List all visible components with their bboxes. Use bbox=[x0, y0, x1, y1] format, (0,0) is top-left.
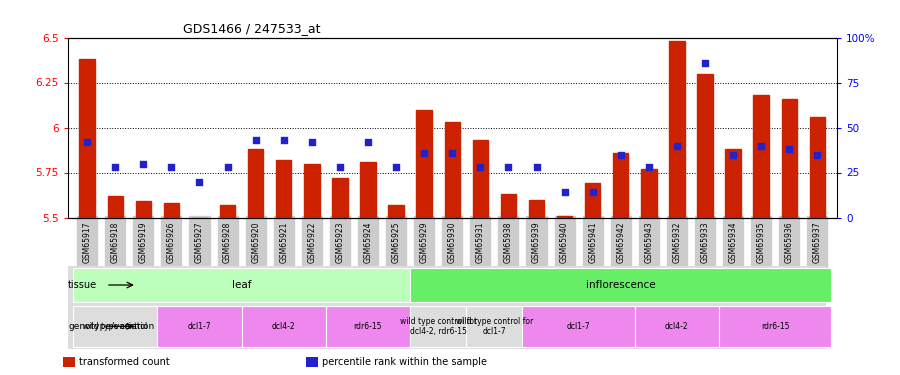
Text: GDS1466 / 247533_at: GDS1466 / 247533_at bbox=[183, 22, 320, 35]
Bar bbox=[63, 357, 75, 367]
Point bbox=[304, 139, 319, 145]
Point bbox=[446, 150, 460, 156]
Point bbox=[529, 164, 544, 170]
Bar bbox=[276, 160, 292, 218]
Bar bbox=[445, 122, 460, 218]
Bar bbox=[613, 153, 628, 218]
Bar bbox=[753, 95, 769, 218]
Point bbox=[698, 60, 712, 66]
Text: percentile rank within the sample: percentile rank within the sample bbox=[322, 357, 487, 367]
Point bbox=[136, 160, 150, 166]
Text: genotype/variation: genotype/variation bbox=[68, 322, 154, 331]
Text: wild type control: wild type control bbox=[83, 322, 148, 331]
Point bbox=[361, 139, 375, 145]
Text: inflorescence: inflorescence bbox=[586, 280, 655, 290]
Point bbox=[473, 164, 488, 170]
Point bbox=[670, 142, 684, 148]
Bar bbox=[585, 183, 600, 218]
Point bbox=[389, 164, 403, 170]
Bar bbox=[164, 203, 179, 217]
Point bbox=[810, 152, 824, 157]
Bar bbox=[410, 268, 832, 302]
Bar bbox=[306, 357, 318, 367]
Point bbox=[586, 189, 600, 195]
Bar bbox=[107, 196, 123, 217]
Bar bbox=[241, 306, 326, 347]
Point bbox=[276, 137, 291, 143]
Point bbox=[248, 137, 263, 143]
Bar bbox=[698, 74, 713, 217]
Text: wild type control for
dcl4-2, rdr6-15: wild type control for dcl4-2, rdr6-15 bbox=[400, 316, 477, 336]
Bar bbox=[360, 162, 375, 218]
Text: rdr6-15: rdr6-15 bbox=[354, 322, 382, 331]
Text: dcl4-2: dcl4-2 bbox=[272, 322, 295, 331]
Text: wild type control for
dcl1-7: wild type control for dcl1-7 bbox=[455, 316, 533, 336]
Bar bbox=[641, 169, 657, 217]
Bar bbox=[529, 200, 544, 217]
Point bbox=[220, 164, 235, 170]
Point bbox=[333, 164, 347, 170]
Bar bbox=[670, 41, 685, 218]
Bar bbox=[410, 306, 466, 347]
Point bbox=[754, 142, 769, 148]
Text: transformed count: transformed count bbox=[79, 357, 170, 367]
Text: rdr6-15: rdr6-15 bbox=[761, 322, 789, 331]
Bar bbox=[326, 306, 410, 347]
Point bbox=[417, 150, 431, 156]
Point bbox=[726, 152, 741, 157]
Bar bbox=[136, 201, 151, 217]
Bar bbox=[73, 306, 158, 347]
Bar bbox=[304, 164, 320, 218]
Point bbox=[501, 164, 516, 170]
Bar bbox=[248, 149, 264, 217]
Bar bbox=[634, 306, 719, 347]
Bar bbox=[466, 306, 523, 347]
Bar bbox=[810, 117, 825, 218]
Point bbox=[164, 164, 178, 170]
Text: dcl1-7: dcl1-7 bbox=[567, 322, 590, 331]
Point bbox=[80, 139, 94, 145]
Bar bbox=[389, 205, 404, 218]
Text: leaf: leaf bbox=[232, 280, 251, 290]
Point bbox=[642, 164, 656, 170]
Point bbox=[108, 164, 122, 170]
Bar bbox=[725, 149, 741, 217]
Point bbox=[614, 152, 628, 157]
Bar bbox=[781, 99, 797, 218]
Point bbox=[782, 146, 796, 152]
Bar bbox=[472, 140, 488, 218]
Bar bbox=[73, 268, 410, 302]
Bar bbox=[332, 178, 347, 218]
Point bbox=[193, 178, 207, 184]
Bar bbox=[523, 306, 634, 347]
Text: dcl1-7: dcl1-7 bbox=[188, 322, 212, 331]
Bar bbox=[500, 194, 516, 217]
Bar bbox=[79, 59, 94, 217]
Bar bbox=[719, 306, 832, 347]
Bar bbox=[557, 216, 572, 217]
Text: dcl4-2: dcl4-2 bbox=[665, 322, 688, 331]
Text: tissue: tissue bbox=[68, 280, 97, 290]
Bar bbox=[158, 306, 241, 347]
Bar bbox=[417, 110, 432, 218]
Bar bbox=[220, 205, 235, 218]
Point bbox=[557, 189, 572, 195]
